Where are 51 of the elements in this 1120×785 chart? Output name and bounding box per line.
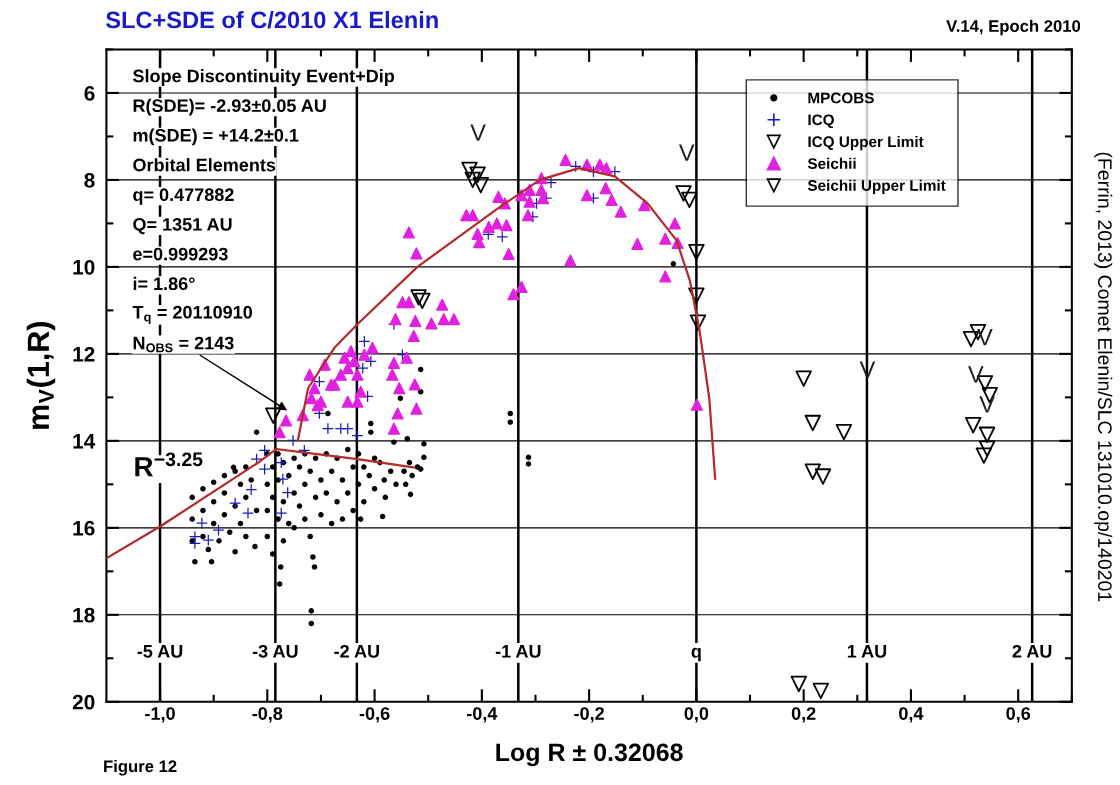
annotation: V <box>979 396 995 413</box>
x-tick-label: -0,6 <box>359 707 390 723</box>
annotation: Slope Discontinuity Event+Dip <box>132 69 395 86</box>
annotation: N$_{OBS}$ = 2143 <box>133 336 234 353</box>
ref-line-label: 2 AU <box>1012 644 1052 658</box>
legend-label: Seichii <box>807 157 856 170</box>
annotation: R$^{−3.25}$ <box>135 452 203 477</box>
y-tick-label: 12 <box>73 346 95 362</box>
y-tick-label: 18 <box>73 607 95 623</box>
x-tick-label: -0,2 <box>574 707 604 723</box>
x-tick-label: 0,6 <box>1006 707 1031 723</box>
caption: Figure 12 <box>104 759 177 776</box>
annotation: T$_{q}$ = 20110910 <box>132 305 253 324</box>
legend-label: ICQ <box>808 114 834 129</box>
legend-label: MPCOBS <box>808 92 874 104</box>
x-tick-label: -0,8 <box>252 707 283 723</box>
annotation: V <box>977 328 993 346</box>
y-tick-label: 6 <box>84 85 95 101</box>
x-tick-label: 0,4 <box>899 707 924 723</box>
ref-line-label: -2 AU <box>334 644 380 658</box>
annotation: V <box>470 124 486 141</box>
annotation: V <box>678 144 695 161</box>
x-tick-label: -0,4 <box>467 707 498 723</box>
ref-line-label: -1 AU <box>495 645 541 658</box>
annotation: V <box>968 366 984 383</box>
y-tick-label: 10 <box>73 259 95 275</box>
y-tick-label: 14 <box>73 434 96 449</box>
chart-title: SLC+SDE of C/2010 X1 Elenin <box>105 10 438 29</box>
annotation: Q= 1351 AU <box>133 217 232 235</box>
ref-line-label: -5 AU <box>137 645 183 658</box>
annotation: m(SDE) = +14.2±0.1 <box>133 128 299 146</box>
ref-line-label: 1 AU <box>847 645 887 658</box>
y-tick-label: 16 <box>73 520 95 536</box>
annotation: q= 0.477882 <box>133 188 234 205</box>
x-axis-title: Log R ± 0.32068 <box>496 743 683 767</box>
y-axis-title: m$_{V}$(1,R) <box>26 322 56 429</box>
annotation: Orbital Elements <box>133 158 276 172</box>
ref-line-label: -3 AU <box>252 644 298 658</box>
text: (Ferrin, 2013) Comet Elenin/SLC 131010.op/140201 <box>1094 152 1113 602</box>
legend-label: ICQ Upper Limit <box>808 135 924 151</box>
y-tick-label: 20 <box>72 694 95 710</box>
annotation: R(SDE)= -2.93±0.05 AU <box>133 98 326 116</box>
annotation: e=0.999293 <box>133 247 228 261</box>
text: V.14, Epoch 2010 <box>946 19 1081 36</box>
x-tick-label: -1,0 <box>145 707 175 723</box>
x-tick-label: 0,0 <box>684 707 709 723</box>
legend-label: Seichii Upper Limit <box>807 179 946 194</box>
annotation: i= 1.86° <box>133 276 195 291</box>
ref-line-label: q <box>691 647 701 662</box>
y-tick-label: 8 <box>84 172 95 188</box>
x-tick-label: 0,2 <box>791 707 816 723</box>
